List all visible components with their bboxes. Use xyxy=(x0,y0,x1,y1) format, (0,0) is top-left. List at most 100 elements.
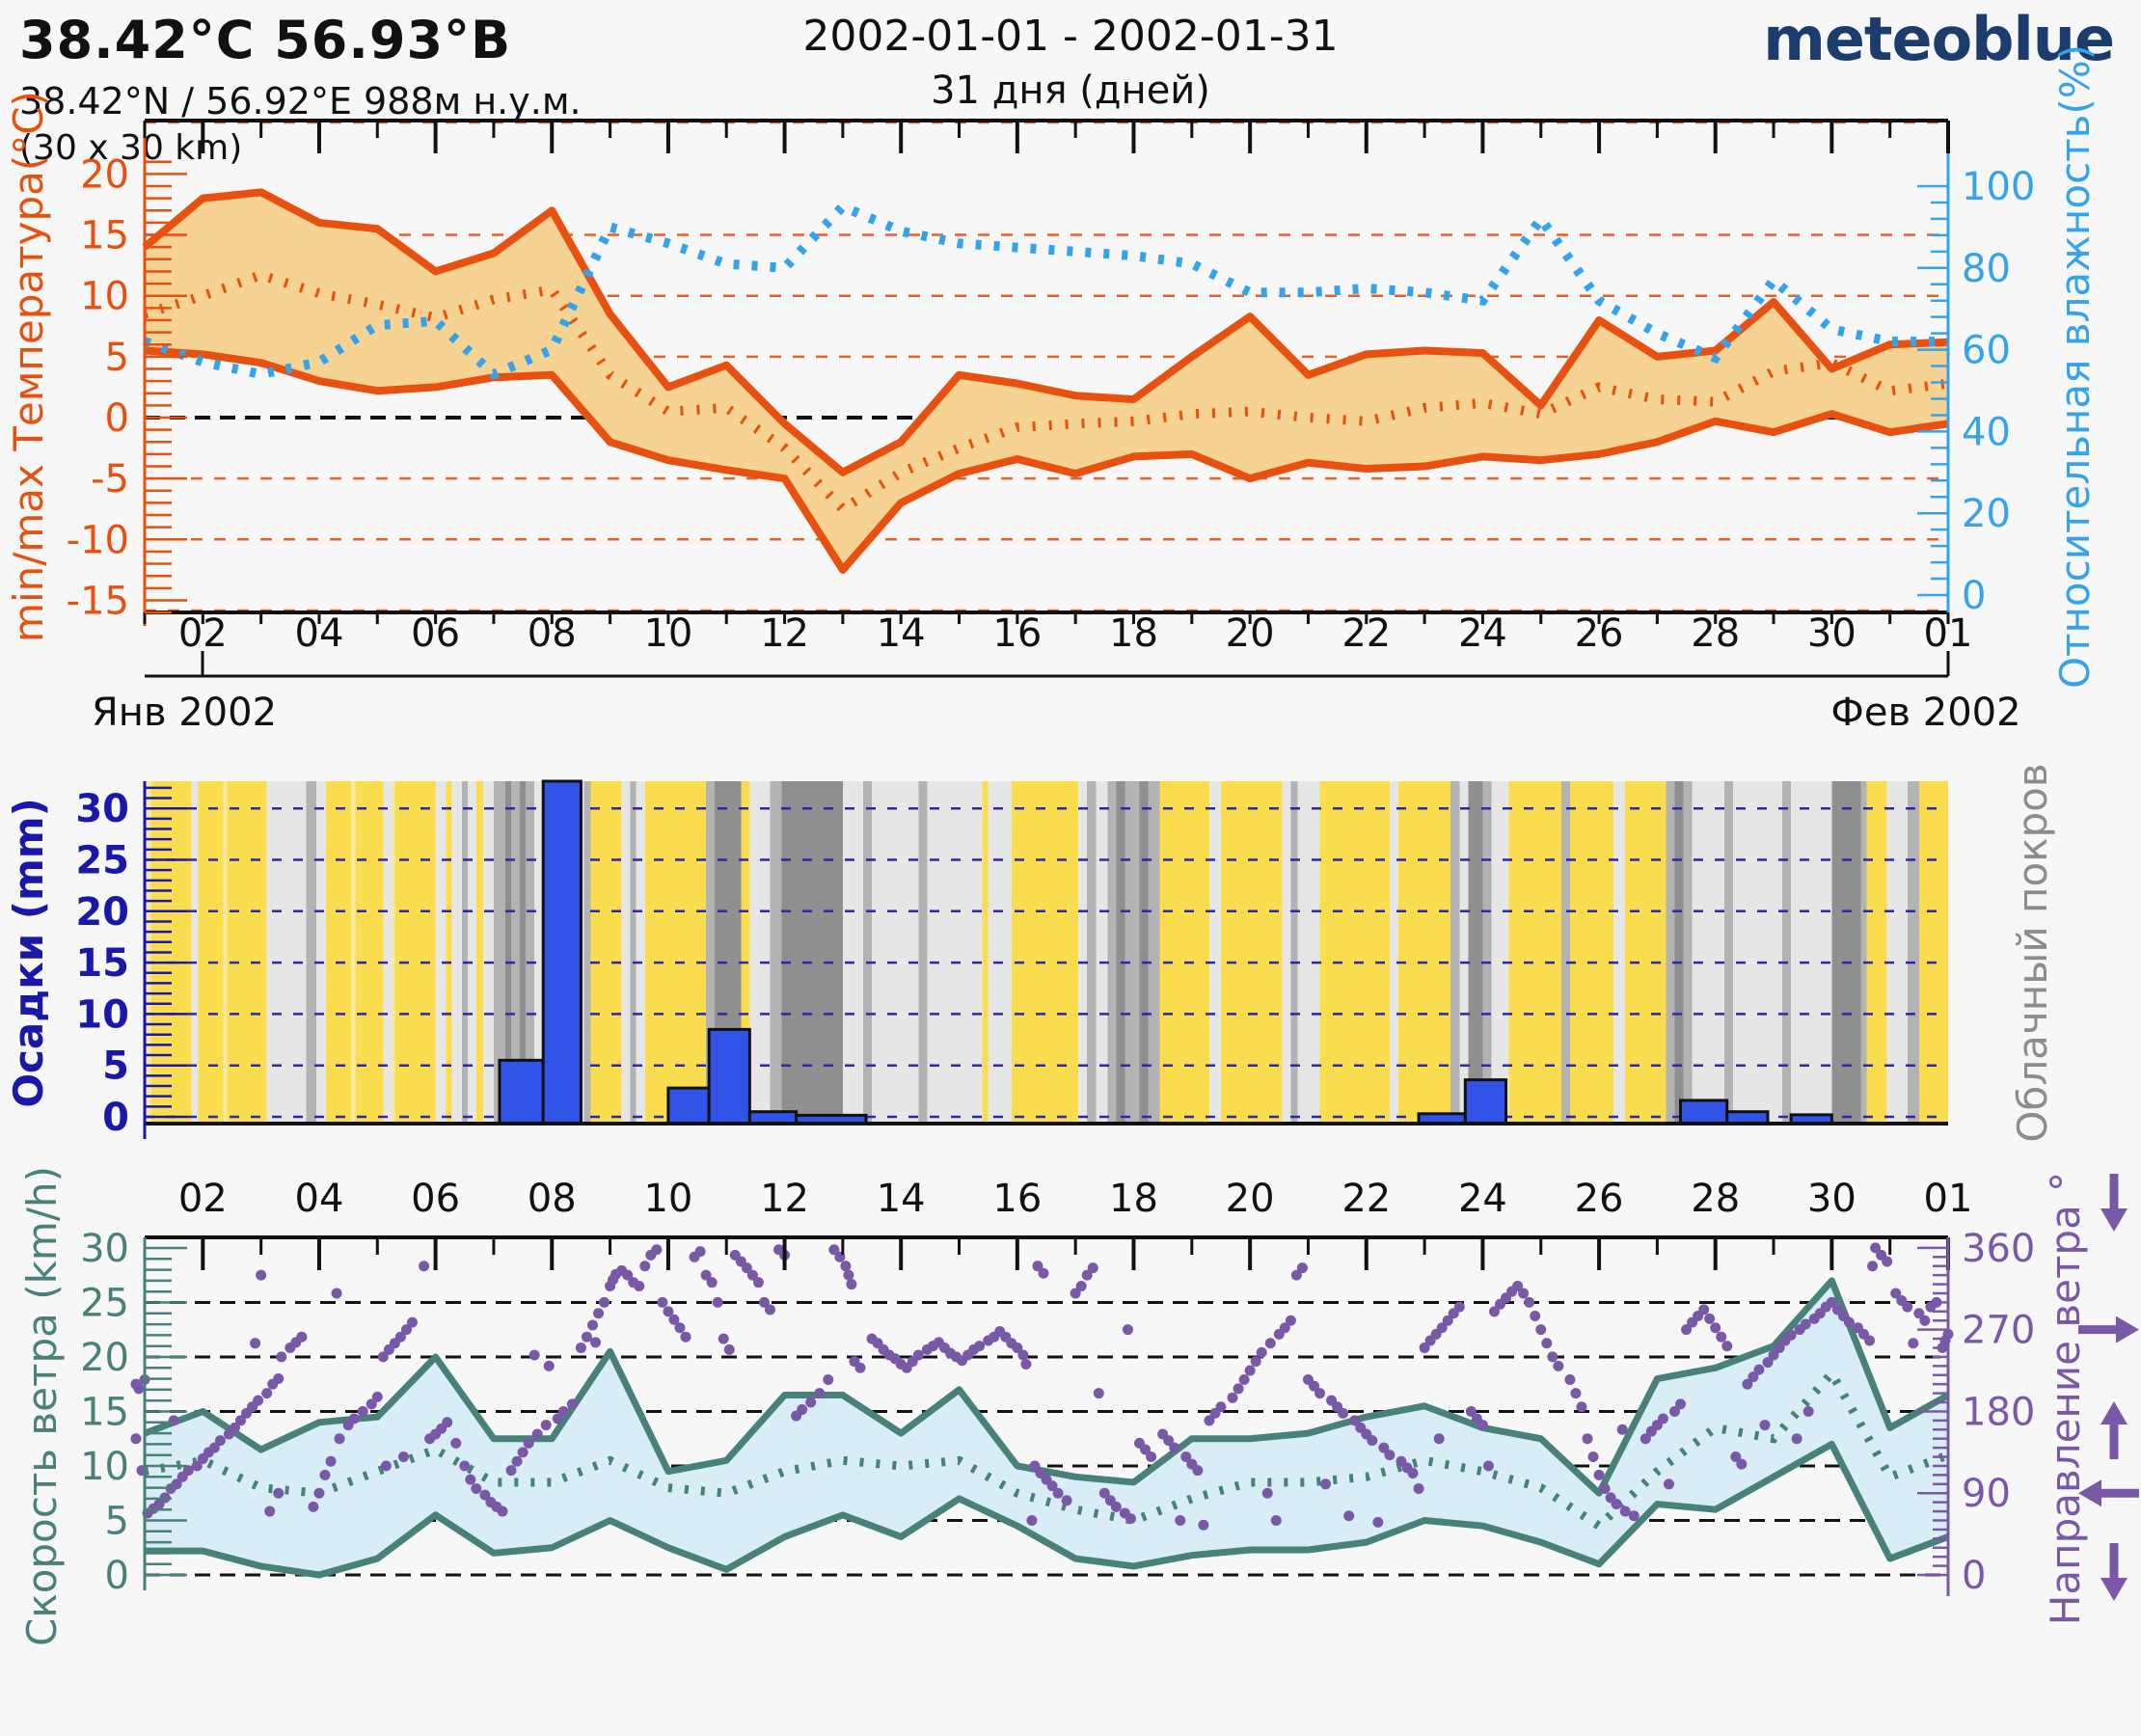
day-axis-label: 22 xyxy=(1342,611,1391,656)
cloud-cover-stripe xyxy=(862,781,873,1124)
date-range: 2002-01-01 - 2002-01-31 xyxy=(802,12,1339,61)
wind-direction-arrows xyxy=(2078,1174,2139,1601)
cloud-cover-stripe xyxy=(1096,781,1108,1124)
precipitation-bar xyxy=(498,1058,545,1126)
day-axis-label: 22 xyxy=(1342,1177,1391,1221)
cloud-cover-stripe xyxy=(1666,781,1675,1124)
precip-axis-tick-label: 30 xyxy=(75,787,129,831)
cloud-cover-stripe xyxy=(326,781,352,1124)
cloud-cover-stripe xyxy=(1732,781,1783,1124)
cloud-cover-stripe xyxy=(446,781,452,1124)
meteoblue-logo: meteoblue xyxy=(1763,4,2115,74)
precipitation-panel: 30 25 20 15 10 5 0 Осадки (mm) Облачный покров xyxy=(5,763,2056,1142)
precip-axis-tick-label: 10 xyxy=(75,992,129,1037)
cloud-cover-stripe xyxy=(1389,781,1398,1124)
day-axis-label: 28 xyxy=(1691,611,1740,656)
temperature-panel: 20 15 10 5 0 -5 -10 -15 100 80 60 40 20 0 02 04 06 08 10 12… xyxy=(5,44,2099,735)
cloud-cover-stripe xyxy=(636,781,645,1124)
cloud-cover-stripe xyxy=(227,781,267,1124)
day-axis-label: 14 xyxy=(877,1177,926,1221)
direction-axis-tick-label: 270 xyxy=(1962,1309,2035,1353)
day-axis-label: 01 xyxy=(1924,611,1973,656)
wind-direction-dots xyxy=(130,1242,1954,1531)
wind-axis-tick-label: 0 xyxy=(105,1554,129,1598)
cloud-cover-stripe xyxy=(505,781,512,1124)
cloud-cover-stripe xyxy=(1723,781,1733,1124)
location-coordinates: 38.42°N / 56.92°E 988м н.у.м. xyxy=(19,79,582,122)
cloud-cover-stripe xyxy=(1482,781,1492,1124)
day-axis-label: 06 xyxy=(411,1177,460,1221)
precipitation-bar xyxy=(666,1086,711,1126)
day-axis-label: 02 xyxy=(178,611,228,656)
cloud-cover-stripe xyxy=(1907,781,1919,1124)
temp-axis-tick-label: -15 xyxy=(67,579,129,623)
cloud-cover-stripe xyxy=(355,781,384,1124)
wind-axis-tick-label: 10 xyxy=(80,1445,129,1489)
wind-min-line xyxy=(145,1440,1950,1579)
cloud-cover-stripe xyxy=(1450,781,1460,1124)
cloud-cover-stripe xyxy=(982,781,989,1124)
cloud-cover-stripe xyxy=(988,781,1012,1124)
precip-axis-tick-label: 20 xyxy=(75,890,129,935)
cloud-cover-stripe xyxy=(1220,781,1283,1124)
humidity-axis-tick-label: 40 xyxy=(1962,410,2011,454)
cloud-cover-stripe xyxy=(1297,781,1320,1124)
cloud-cover-stripe xyxy=(1625,781,1667,1124)
day-axis-label: 04 xyxy=(295,1177,344,1221)
cloud-cover-stripe xyxy=(392,781,395,1124)
wind-axis-tick-label: 25 xyxy=(80,1282,129,1326)
cloud-cover-stripe xyxy=(1468,781,1483,1124)
day-axis-label: 18 xyxy=(1109,1177,1158,1221)
cloud-cover-stripe xyxy=(918,781,928,1124)
day-axis-label: 20 xyxy=(1226,611,1275,656)
day-axis-label: 08 xyxy=(528,611,577,656)
wind-axis-tick-label: 30 xyxy=(80,1227,129,1271)
cloud-cover-stripe xyxy=(1613,781,1626,1124)
cloud-cover-stripe xyxy=(1116,781,1125,1124)
cloud-cover-stripe xyxy=(1791,781,1832,1124)
cloud-cover-stripe xyxy=(306,781,316,1124)
humidity-axis-tick-label: 0 xyxy=(1962,574,1986,618)
direction-axis-title: Направление ветра ° xyxy=(2042,1172,2089,1625)
direction-axis-tick-label: 0 xyxy=(1962,1554,1986,1598)
temp-axis-tick-label: 0 xyxy=(105,396,129,441)
cloud-cover-stripe xyxy=(1078,781,1088,1124)
precip-axis-tick-label: 5 xyxy=(102,1044,129,1089)
cloud-cover-stripe xyxy=(1459,781,1469,1124)
period-header: 2002-01-01 - 2002-01-31 31 дня (дней) xyxy=(802,12,1338,113)
cloud-cover-stripe xyxy=(1208,781,1221,1124)
direction-axis-tick-label: 90 xyxy=(1962,1472,2011,1516)
precip-axis-tick-label: 25 xyxy=(75,839,129,883)
day-axis-label: 26 xyxy=(1575,1177,1624,1221)
temp-axis-tick-label: 10 xyxy=(80,275,129,319)
day-axis-label: 10 xyxy=(643,1177,692,1221)
temp-axis-title: min/max Температура(°C) xyxy=(5,91,52,642)
cloud-cover-stripe xyxy=(1674,781,1684,1124)
wind-max-line xyxy=(143,1277,1950,1497)
day-axis-label: 30 xyxy=(1807,1177,1856,1221)
humidity-axis-title: Относительная влажность(%) xyxy=(2051,44,2099,689)
day-axis-label: 06 xyxy=(411,611,460,656)
cloud-cover-stripe xyxy=(1918,781,1948,1124)
cloud-cover-stripe xyxy=(1125,781,1140,1124)
wind-mean-dotted-line xyxy=(144,1366,1950,1532)
cloud-cover-stripe xyxy=(1831,781,1861,1124)
cloud-cover-stripe xyxy=(467,781,476,1124)
cloud-cover-stripe xyxy=(198,781,224,1124)
cloud-cover-stripe xyxy=(493,781,505,1124)
cloud-cover-stripe xyxy=(475,781,484,1124)
cloud-cover-stripe xyxy=(1491,781,1509,1124)
temp-mean-dotted-line xyxy=(143,269,1949,516)
temp-axis-tick-label: -10 xyxy=(67,518,129,562)
cloud-cover-stripe xyxy=(1319,781,1390,1124)
cloud-cover-stripe xyxy=(1886,781,1908,1124)
month-label-right: Фев 2002 xyxy=(1830,691,2020,735)
day-axis-label: 12 xyxy=(760,611,809,656)
humidity-axis-tick-label: 100 xyxy=(1962,165,2035,209)
temp-axis-tick-label: 20 xyxy=(80,152,129,197)
cloud-cover-stripe xyxy=(435,781,447,1124)
temp-axis-tick-label: 15 xyxy=(80,214,129,258)
cloud-cover-stripe xyxy=(1011,781,1079,1124)
cloud-cover-stripe xyxy=(1692,781,1724,1124)
